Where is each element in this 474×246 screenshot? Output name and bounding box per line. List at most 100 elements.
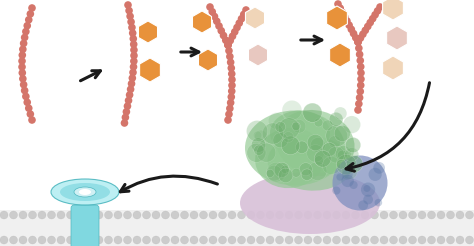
Circle shape [121, 119, 128, 127]
Circle shape [127, 86, 135, 93]
Circle shape [254, 145, 264, 155]
Circle shape [162, 236, 170, 244]
Circle shape [209, 236, 217, 244]
Circle shape [228, 82, 236, 89]
Circle shape [352, 211, 359, 219]
Circle shape [242, 6, 250, 14]
Ellipse shape [245, 110, 345, 185]
Polygon shape [327, 6, 347, 30]
Circle shape [354, 38, 362, 46]
Circle shape [9, 236, 18, 244]
Circle shape [143, 211, 151, 219]
Circle shape [190, 236, 198, 244]
Ellipse shape [79, 189, 91, 195]
Circle shape [314, 150, 331, 167]
Circle shape [57, 236, 65, 244]
Circle shape [303, 103, 322, 122]
Circle shape [27, 110, 34, 118]
Circle shape [124, 1, 132, 9]
Circle shape [255, 130, 267, 143]
Circle shape [294, 211, 302, 219]
Circle shape [209, 211, 217, 219]
Circle shape [282, 100, 302, 120]
Circle shape [233, 24, 241, 31]
Circle shape [124, 236, 131, 244]
Circle shape [190, 211, 198, 219]
Circle shape [323, 211, 331, 219]
Circle shape [224, 116, 232, 124]
Circle shape [122, 114, 129, 121]
Circle shape [380, 211, 388, 219]
Circle shape [130, 41, 137, 48]
Circle shape [307, 134, 324, 151]
Circle shape [226, 105, 234, 112]
Circle shape [224, 41, 232, 49]
Circle shape [18, 51, 26, 59]
Circle shape [357, 69, 365, 77]
Circle shape [130, 46, 138, 54]
Circle shape [130, 63, 137, 71]
Circle shape [362, 27, 369, 34]
Circle shape [352, 34, 360, 42]
Circle shape [227, 37, 234, 45]
Circle shape [206, 3, 214, 11]
Polygon shape [199, 49, 218, 71]
Circle shape [218, 27, 225, 34]
Circle shape [181, 211, 189, 219]
Circle shape [128, 18, 135, 26]
Circle shape [275, 122, 286, 132]
Circle shape [292, 122, 301, 131]
Circle shape [281, 136, 300, 155]
Circle shape [343, 17, 351, 25]
Circle shape [125, 7, 133, 15]
Circle shape [329, 112, 343, 126]
Circle shape [85, 236, 93, 244]
Circle shape [262, 123, 283, 144]
Circle shape [23, 22, 31, 30]
Circle shape [336, 146, 351, 162]
Polygon shape [140, 58, 160, 82]
Polygon shape [138, 21, 157, 43]
Circle shape [215, 22, 223, 30]
Circle shape [21, 34, 28, 41]
Circle shape [352, 236, 359, 244]
Circle shape [447, 236, 455, 244]
Circle shape [219, 211, 227, 219]
Circle shape [0, 211, 8, 219]
Circle shape [295, 141, 308, 154]
Circle shape [346, 155, 363, 172]
Ellipse shape [268, 135, 352, 191]
Polygon shape [329, 43, 350, 67]
Circle shape [227, 99, 235, 107]
Circle shape [9, 211, 18, 219]
Circle shape [266, 211, 274, 219]
Circle shape [28, 4, 36, 12]
Circle shape [314, 118, 323, 127]
Circle shape [283, 132, 294, 142]
Circle shape [247, 143, 266, 162]
Circle shape [219, 236, 227, 244]
Circle shape [343, 116, 361, 133]
Circle shape [28, 116, 36, 124]
Circle shape [104, 211, 112, 219]
Circle shape [356, 34, 364, 42]
Circle shape [313, 236, 321, 244]
Circle shape [328, 136, 341, 148]
Circle shape [57, 211, 65, 219]
Circle shape [356, 57, 364, 64]
Circle shape [228, 76, 236, 83]
Circle shape [126, 13, 134, 20]
Circle shape [124, 102, 131, 110]
Circle shape [342, 211, 350, 219]
Circle shape [266, 169, 274, 178]
Circle shape [314, 156, 324, 165]
Circle shape [125, 97, 132, 104]
Circle shape [213, 17, 220, 25]
Circle shape [76, 211, 84, 219]
Circle shape [354, 38, 362, 46]
Circle shape [399, 236, 407, 244]
Circle shape [356, 51, 364, 58]
Bar [0, 210, 474, 246]
Circle shape [133, 211, 141, 219]
Circle shape [266, 162, 286, 182]
